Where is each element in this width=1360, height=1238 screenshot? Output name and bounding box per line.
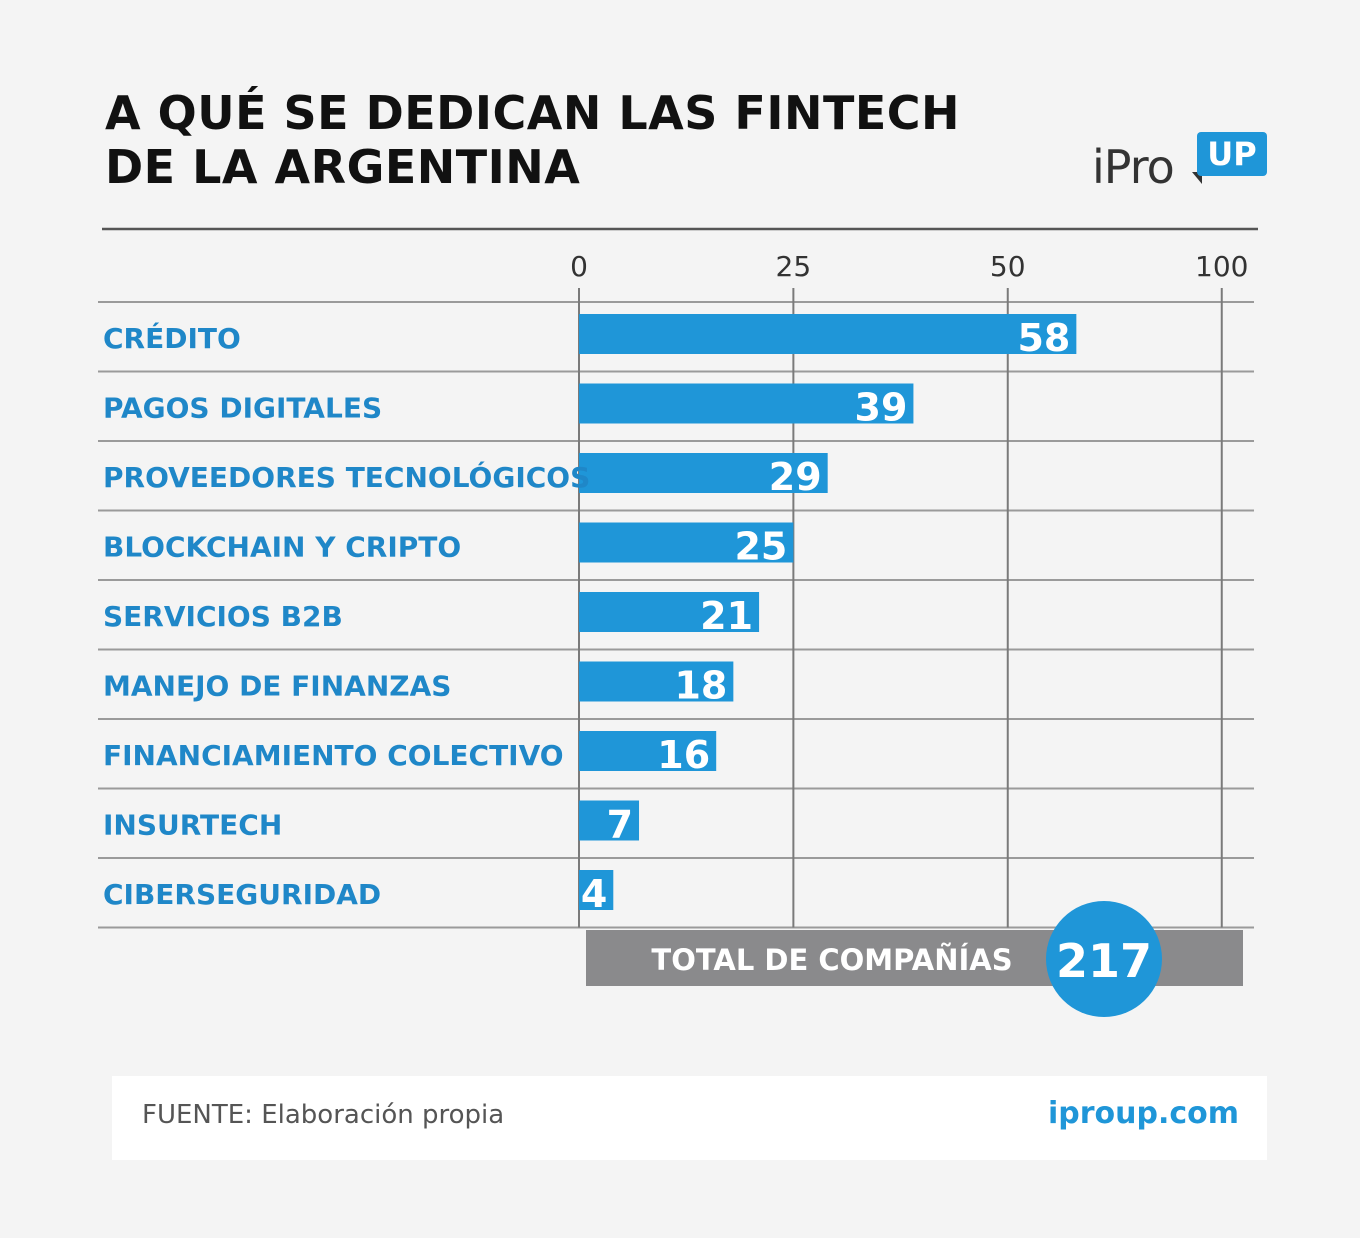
footer: FUENTE: Elaboración propia iproup.com (112, 1076, 1267, 1160)
total-label: TOTAL DE COMPAÑÍAS (651, 943, 1012, 977)
category-label: PAGOS DIGITALES (103, 392, 382, 425)
bar-3 (579, 522, 794, 563)
value-label: 25 (734, 525, 787, 569)
iproup-logo: iPro UP (1092, 132, 1272, 202)
category-label: FINANCIAMIENTO COLECTIVO (103, 739, 564, 772)
category-label: CIBERSEGURIDAD (103, 878, 381, 911)
tick-label-100: 100 (1195, 250, 1248, 283)
bar-7 (579, 800, 640, 841)
title-line-1: A QUÉ SE DEDICAN LAS FINTECH (105, 86, 961, 140)
value-label: 18 (674, 664, 727, 708)
bar-2 (579, 453, 828, 493)
tick-label-0: 0 (570, 250, 588, 283)
value-label: 7 (607, 803, 633, 847)
value-label: 16 (657, 733, 710, 777)
total-circle (1046, 901, 1162, 1017)
category-label: CRÉDITO (103, 321, 241, 355)
tick-label-25: 25 (776, 250, 812, 283)
category-label: BLOCKCHAIN Y CRIPTO (103, 531, 461, 564)
bar-5 (579, 661, 734, 702)
category-label: MANEJO DE FINANZAS (103, 670, 451, 703)
bar-8 (579, 870, 614, 910)
value-label: 39 (855, 386, 908, 430)
title-line-2: DE LA ARGENTINA (105, 140, 581, 194)
logo-notch-icon (1192, 172, 1202, 184)
value-label: 58 (1017, 316, 1070, 360)
logo-badge: UP (1197, 132, 1267, 176)
category-label: INSURTECH (103, 809, 282, 842)
site-link[interactable]: iproup.com (1047, 1096, 1239, 1131)
chart-title: A QUÉ SE DEDICAN LAS FINTECH DE LA ARGEN… (105, 86, 960, 194)
tick-label-50: 50 (990, 250, 1026, 283)
source-note: FUENTE: Elaboración propia (142, 1100, 505, 1130)
bar-0 (579, 314, 1077, 354)
value-label: 21 (700, 594, 753, 638)
value-label: 4 (581, 872, 607, 916)
bar-1 (579, 383, 914, 424)
logo-text: iPro (1092, 140, 1175, 194)
total-value: 217 (1056, 934, 1152, 988)
value-label: 29 (769, 455, 822, 499)
category-label: SERVICIOS B2B (103, 600, 343, 633)
bar-6 (579, 731, 717, 771)
category-label: PROVEEDORES TECNOLÓGICOS (103, 460, 590, 494)
bar-4 (579, 592, 760, 632)
